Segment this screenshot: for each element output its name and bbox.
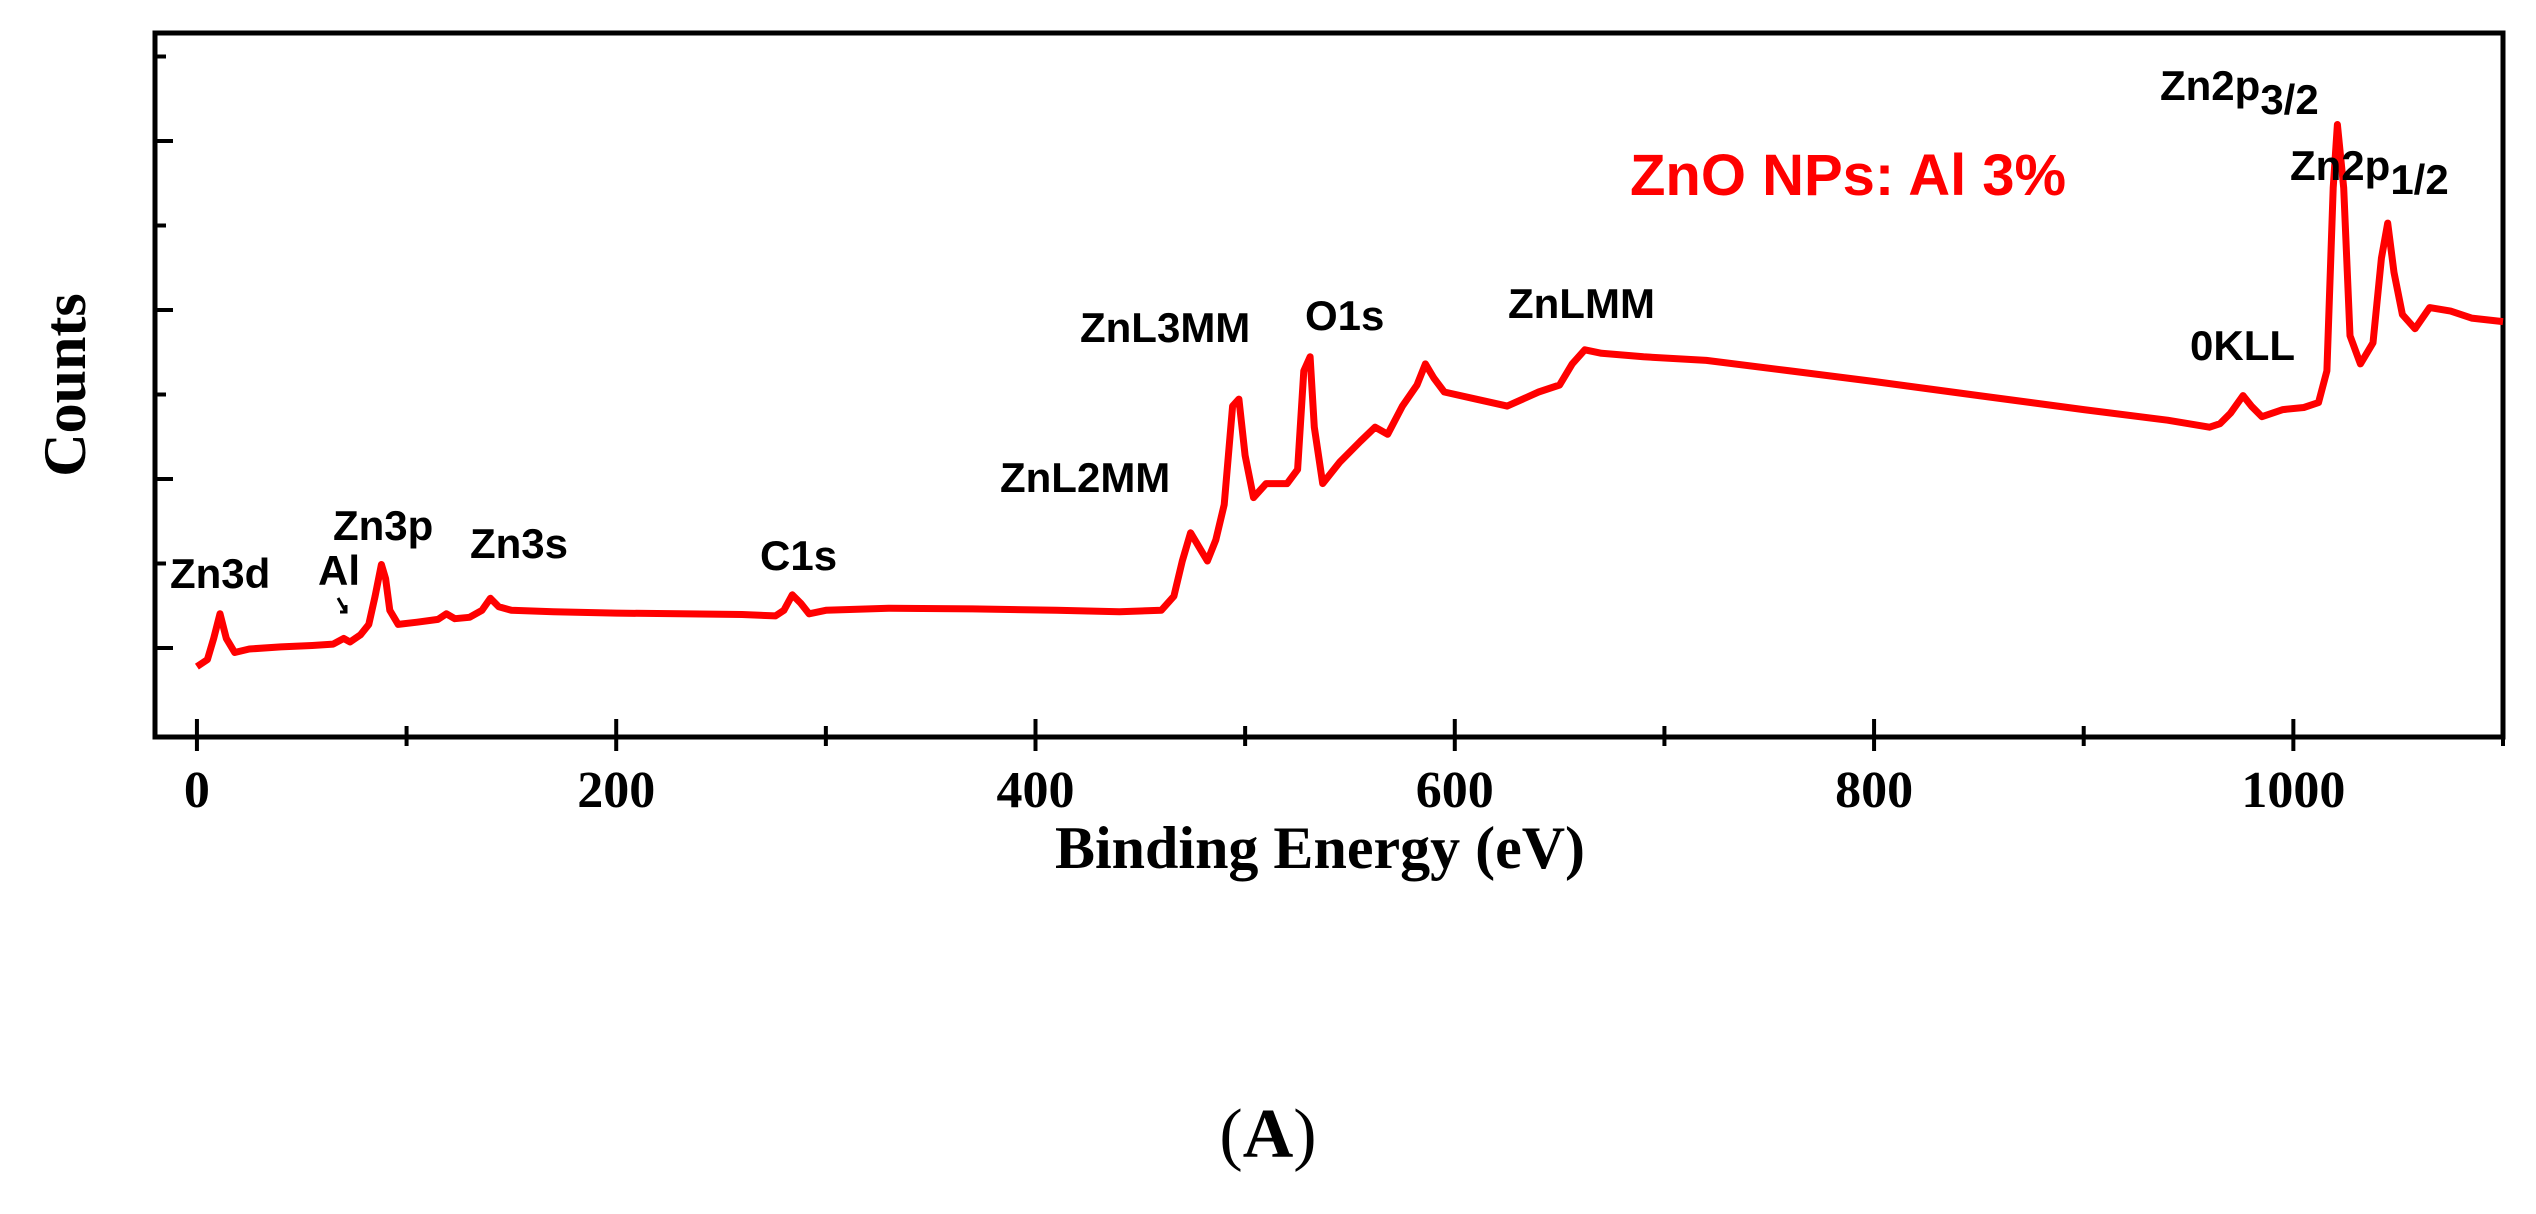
- peak-label-subscript: 3/2: [2260, 76, 2318, 123]
- x-axis: 0 200 400 600 800 1000: [184, 719, 2505, 819]
- peak-label: ZnL2MM: [1000, 454, 1170, 501]
- al-peak-arrow: [336, 597, 348, 614]
- peak-label: Al: [318, 547, 360, 594]
- peak-label: Zn3s: [470, 520, 568, 567]
- peak-label: 0KLL: [2190, 322, 2295, 369]
- x-tick-label: 400: [997, 762, 1075, 819]
- peak-label-subscript: 1/2: [2390, 156, 2448, 203]
- xps-spectrum-line: [194, 121, 2504, 670]
- peak-label: Zn3p: [333, 502, 433, 549]
- peak-label: Zn2p3/2: [2160, 62, 2319, 123]
- peak-label: Zn3d: [170, 550, 270, 597]
- sample-annotation: ZnO NPs: Al 3%: [1630, 143, 2066, 208]
- x-axis-label: Binding Energy (eV): [1055, 815, 1585, 881]
- peak-label: ZnLMM: [1508, 280, 1655, 327]
- y-axis: [155, 54, 173, 650]
- peak-label: ZnL3MM: [1080, 304, 1250, 351]
- x-tick-label: 200: [577, 762, 655, 819]
- figure-caption: (A): [1219, 1096, 1317, 1173]
- figure-caption-letter: A: [1242, 1096, 1294, 1173]
- plot-frame: [152, 30, 2506, 740]
- x-tick-label: 1000: [2241, 762, 2345, 819]
- x-tick-label: 800: [1835, 762, 1913, 819]
- y-axis-label: Counts: [32, 293, 98, 476]
- x-tick-label: 600: [1416, 762, 1494, 819]
- peak-label: O1s: [1305, 292, 1384, 339]
- peak-label: C1s: [760, 532, 837, 579]
- x-tick-label: 0: [184, 762, 210, 819]
- peak-label: Zn2p1/2: [2290, 142, 2449, 203]
